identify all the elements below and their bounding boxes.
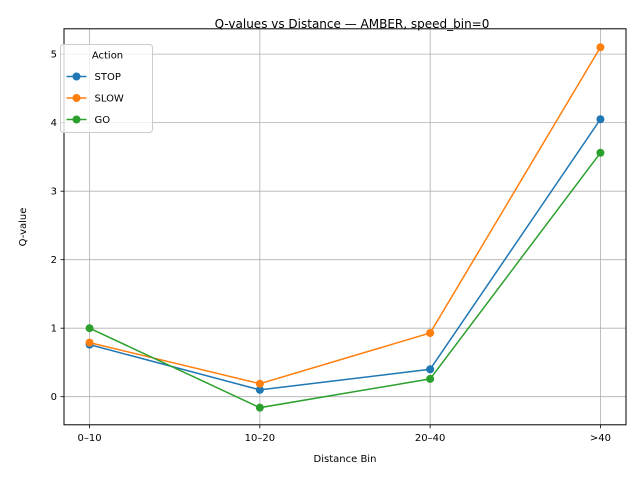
x-tick-label: 10–20 bbox=[245, 433, 275, 444]
legend-box bbox=[60, 44, 153, 133]
data-point-go bbox=[426, 374, 435, 383]
legend-label: SLOW bbox=[95, 94, 124, 105]
legend-title: Action bbox=[92, 51, 123, 62]
data-point-slow bbox=[426, 328, 435, 337]
data-point-slow bbox=[596, 43, 605, 52]
legend-marker bbox=[72, 94, 81, 102]
series-go bbox=[85, 148, 605, 412]
y-axis-label: Q-value bbox=[18, 208, 29, 247]
legend-item-slow: SLOW bbox=[66, 94, 124, 105]
legend-label: STOP bbox=[95, 72, 121, 83]
series-stop bbox=[85, 115, 605, 394]
y-tick-label: 4 bbox=[51, 118, 57, 129]
x-tick-label: >40 bbox=[590, 433, 611, 444]
y-tick-label: 5 bbox=[51, 50, 57, 61]
legend-marker bbox=[72, 72, 81, 81]
x-tick-label: 20–40 bbox=[415, 433, 445, 444]
legend: Action STOP SLOW GO bbox=[60, 44, 153, 133]
legend-label: GO bbox=[95, 115, 111, 126]
data-point-go bbox=[596, 148, 605, 157]
data-point-stop bbox=[596, 115, 605, 124]
series-slow bbox=[85, 43, 605, 388]
series-lines bbox=[85, 43, 605, 412]
y-tick-label: 1 bbox=[51, 324, 57, 335]
data-point-slow bbox=[255, 379, 264, 388]
legend-item-go: GO bbox=[66, 115, 111, 126]
data-point-go bbox=[85, 324, 94, 333]
data-point-go bbox=[255, 403, 264, 412]
x-axis-label: Distance Bin bbox=[314, 454, 377, 465]
grid-lines bbox=[64, 28, 626, 425]
chart-title: Q-values vs Distance — AMBER, speed_bin=… bbox=[215, 17, 490, 31]
data-point-stop bbox=[255, 385, 264, 394]
legend-marker bbox=[72, 115, 81, 124]
x-axis-ticks: 0–10 10–20 20–40 >40 bbox=[78, 424, 611, 444]
y-tick-label: 2 bbox=[51, 255, 57, 266]
plot-frame bbox=[63, 28, 627, 426]
data-point-slow bbox=[85, 338, 94, 347]
y-tick-label: 0 bbox=[51, 392, 57, 403]
legend-item-stop: STOP bbox=[66, 72, 121, 83]
y-tick-label: 3 bbox=[51, 187, 57, 198]
series-line-go bbox=[89, 152, 602, 409]
x-tick-label: 0–10 bbox=[78, 433, 102, 444]
data-point-stop bbox=[426, 365, 435, 374]
series-line-slow bbox=[89, 46, 602, 385]
